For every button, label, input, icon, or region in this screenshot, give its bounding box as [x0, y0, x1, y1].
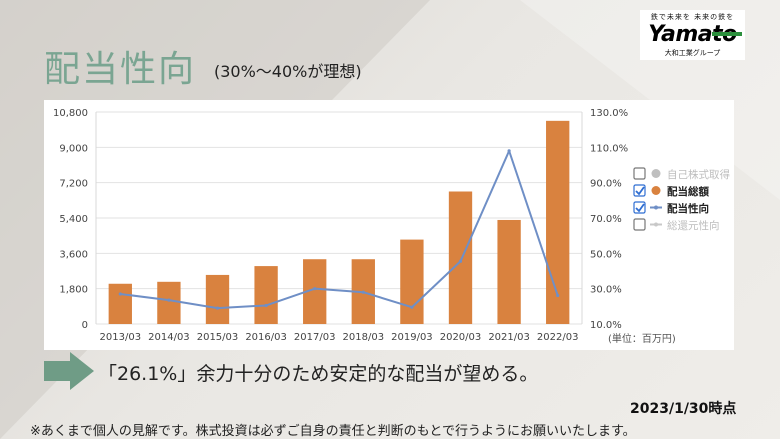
line-point [167, 298, 171, 302]
bar [400, 239, 424, 324]
payout-ratio-line [120, 149, 559, 310]
x-tick-label: 2014/03 [148, 332, 190, 343]
y-left-tick-label: 3,600 [59, 249, 88, 260]
line-point [556, 293, 560, 298]
bar [546, 120, 570, 324]
line-point [264, 303, 268, 308]
arrow-icon [44, 352, 94, 390]
x-tick-label: 2020/03 [440, 332, 482, 343]
y-left-tick-label: 10,800 [53, 108, 88, 119]
y-right-tick-label: 70.0% [590, 214, 622, 225]
legend-marker [651, 169, 661, 178]
line-point [410, 305, 414, 309]
dividend-chart: 0 1,800 3,600 5,400 7,200 9,000 10,800 10.0% 30.… [53, 108, 730, 345]
company-logo: 鉄で未来を 未来の鉄を Yamato 大和工業グループ [640, 10, 745, 60]
x-tick-label: 2018/03 [343, 332, 385, 343]
legend-checkbox [633, 167, 646, 180]
line-point [118, 292, 122, 296]
y-left-tick-label: 5,400 [59, 214, 88, 225]
unit-note: (単位：百万円) [608, 332, 676, 345]
x-tick-label: 2016/03 [245, 332, 287, 343]
logo-group: 大和工業グループ [664, 49, 721, 57]
x-tick-label: 2022/03 [537, 332, 579, 343]
legend-marker-dot [654, 222, 658, 227]
as-of-date: 2023/1/30時点 [630, 401, 737, 417]
y-right-tick-label: 10.0% [590, 320, 622, 331]
x-tick-label: 2015/03 [197, 332, 239, 343]
line-point [361, 290, 365, 294]
page-title: 配当性向 [44, 49, 197, 90]
bar [108, 283, 132, 324]
y-left-tick-label: 9,000 [59, 143, 88, 154]
x-tick-label: 2013/03 [100, 332, 142, 343]
line-point [458, 259, 463, 263]
line-point [313, 287, 317, 291]
bar [205, 274, 230, 324]
chart-panel: 0 1,800 3,600 5,400 7,200 9,000 10,800 10.0% 30.… [44, 100, 734, 350]
y-left-tick-label: 7,200 [59, 179, 88, 190]
legend-checkbox [633, 218, 646, 231]
logo-green-mark [712, 32, 742, 36]
line-point [507, 149, 511, 153]
legend-label: 総還元性向 [667, 219, 720, 232]
page-subtitle: (30%〜40%が理想) [214, 62, 362, 81]
line-point [215, 306, 220, 310]
legend-marker [651, 186, 661, 195]
legend-checkbox [633, 201, 646, 214]
bar [254, 266, 278, 324]
bar [448, 191, 473, 324]
x-tick-label: 2017/03 [294, 332, 336, 343]
legend-check-mark [635, 203, 645, 213]
y-right-tick-label: 110.0% [590, 143, 628, 154]
x-tick-label: 2021/03 [488, 332, 530, 343]
y-right-tick-label: 50.0% [590, 249, 622, 260]
legend-label: 配当性向 [667, 202, 709, 215]
bar [497, 219, 521, 324]
legend-marker-dot [654, 205, 658, 210]
legend-check-mark [635, 186, 645, 196]
y-right-tick-label: 130.0% [590, 108, 628, 119]
y-left-tick-label: 1,800 [59, 285, 88, 296]
bar [157, 281, 181, 324]
key-message: 「26.1%」余力十分のため安定的な配当が望める。 [98, 363, 539, 385]
x-tick-label: 2019/03 [391, 332, 433, 343]
legend-label: 配当総額 [667, 185, 709, 198]
legend-label: 自己株式取得 [667, 168, 730, 181]
disclaimer: ※あくまで個人の見解です。株式投資は必ずご自身の責任と判断のもとで行うようにお願… [30, 424, 636, 439]
bar [303, 259, 327, 324]
legend-checkbox [633, 184, 646, 197]
y-right-tick-label: 30.0% [590, 285, 622, 296]
y-right-tick-label: 90.0% [590, 179, 622, 190]
logo-tagline: 鉄で未来を 未来の鉄を [650, 13, 735, 21]
y-left-tick-label: 0 [82, 320, 88, 331]
